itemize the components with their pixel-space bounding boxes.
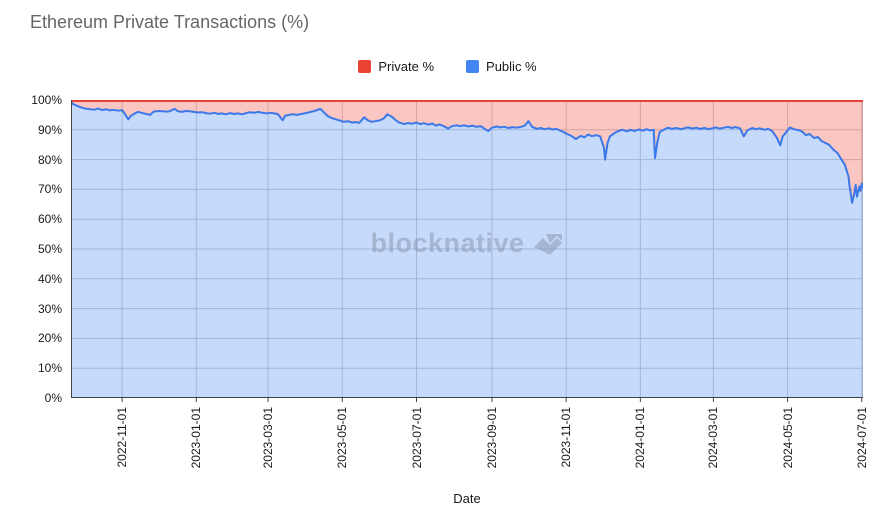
- y-tick-label: 70%: [37, 182, 62, 197]
- y-tick-label: 20%: [37, 331, 62, 346]
- chart-title: Ethereum Private Transactions (%): [30, 12, 310, 32]
- y-tick-label: 30%: [37, 301, 62, 316]
- legend-item-private[interactable]: Private %: [358, 59, 434, 74]
- x-tick-label: 2023-09-01: [484, 407, 499, 469]
- public-swatch-icon: [466, 60, 480, 73]
- y-tick-label: 80%: [37, 152, 62, 167]
- legend-label-public: Public %: [486, 59, 537, 74]
- y-tick-label: 100%: [31, 93, 62, 107]
- y-tick-label: 0%: [44, 391, 62, 405]
- private-swatch-icon: [358, 60, 372, 73]
- x-tick-label: 2023-05-01: [335, 407, 350, 469]
- y-tick-label: 40%: [37, 271, 62, 286]
- x-tick-label: 2024-05-01: [780, 407, 795, 469]
- x-tick-label: 2023-11-01: [559, 407, 574, 468]
- x-tick-label: 2024-07-01: [854, 407, 869, 469]
- x-tick-label: 2022-11-01: [115, 407, 130, 468]
- legend-item-public[interactable]: Public %: [466, 59, 537, 74]
- y-tick-label: 50%: [37, 242, 62, 256]
- x-axis-title: Date: [453, 491, 481, 506]
- legend: Private % Public %: [0, 59, 895, 74]
- x-tick-label: 2023-01-01: [189, 407, 204, 469]
- x-tick-label: 2024-03-01: [706, 407, 721, 469]
- y-tick-label: 60%: [37, 212, 62, 227]
- x-tick-label: 2024-01-01: [633, 407, 648, 469]
- y-tick-label: 90%: [37, 122, 62, 137]
- plot-svg: [70, 100, 864, 402]
- x-tick-label: 2023-03-01: [261, 407, 276, 469]
- y-tick-label: 10%: [37, 361, 62, 376]
- plot-area: [70, 100, 864, 403]
- legend-label-private: Private %: [378, 59, 435, 74]
- x-tick-label: 2023-07-01: [409, 407, 424, 469]
